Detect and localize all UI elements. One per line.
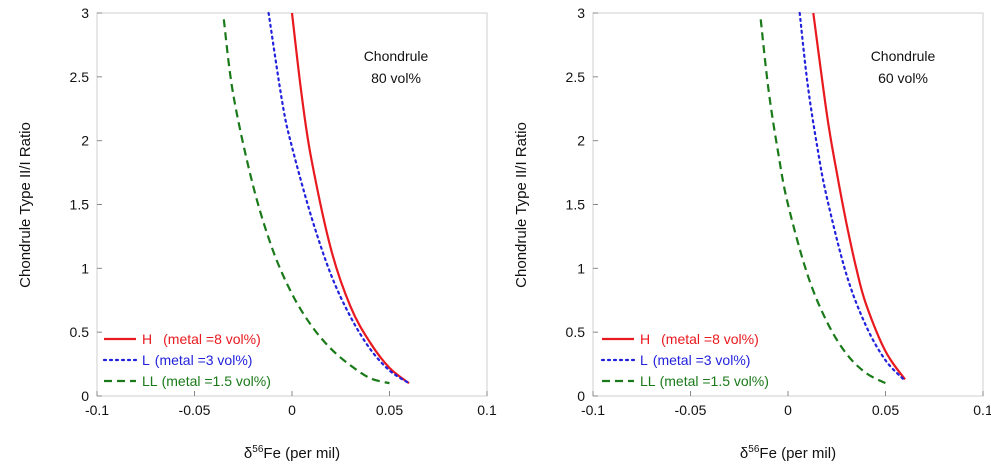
series-line-ll (759, 19, 887, 385)
legend-detail-h: (metal =8 vol%) (163, 331, 261, 347)
legend-detail-ll: (metal =1.5 vol%) (162, 373, 271, 389)
legend-name-ll: LL (142, 373, 158, 389)
series-line-h (812, 12, 906, 381)
y-tick-label: 0 (81, 388, 89, 404)
y-tick-label: 0.5 (70, 324, 90, 340)
y-tick-label: 2 (81, 133, 89, 149)
legend-detail-l: (metal =3 vol%) (155, 352, 253, 368)
chart-right: -0.1 -0.05 0 0.05 0.1 0 0.5 1 1.5 2 2.5 3 Chondrule… (513, 5, 991, 462)
x-axis-label-superscript: 56 (748, 444, 760, 455)
y-tick-label: 2 (577, 133, 585, 149)
legend-name-l: L (640, 352, 648, 368)
y-tick-label: 3 (81, 5, 89, 21)
y-tick-label: 1.5 (70, 197, 90, 213)
y-tick-label: 1.5 (566, 197, 586, 213)
legend-label-l: L (metal =3 vol%) (142, 352, 252, 368)
legend-name-l: L (142, 352, 150, 368)
legend-name-ll: LL (640, 373, 656, 389)
tick-group: -0.1 -0.05 0 0.05 0.1 0 0.5 1 1.5 2 2.5 3 (566, 5, 991, 418)
x-axis-label-delta: δ (740, 445, 748, 462)
x-axis-label-superscript: 56 (252, 444, 264, 455)
y-tick-label: 2.5 (70, 69, 90, 85)
x-tick-label: 0 (784, 402, 792, 418)
series-line-ll (222, 19, 390, 385)
series-line-l (798, 11, 907, 382)
legend-detail-h: (metal =8 vol%) (661, 331, 759, 347)
plot-frame (96, 12, 488, 397)
y-axis-label: Chondrule Type II/I Ratio (17, 122, 34, 288)
x-tick-label: -0.05 (179, 402, 211, 418)
x-tick-label: -0.1 (85, 402, 109, 418)
legend-label-h: H (metal =8 vol%) (142, 331, 261, 347)
y-tick-label: 1 (81, 260, 89, 276)
legend-label-h: H (metal =8 vol%) (640, 331, 759, 347)
x-tick-label: 0 (288, 402, 296, 418)
y-tick-label: 1 (577, 260, 585, 276)
tick-group: -0.1 -0.05 0 0.05 0.1 0 0.5 1 1.5 2 2.5 3 (70, 5, 497, 418)
series-line-l (267, 11, 411, 385)
y-axis-label: Chondrule Type II/I Ratio (513, 122, 530, 288)
legend-label-ll: LL (metal =1.5 vol%) (640, 373, 769, 389)
curve-group (759, 11, 907, 385)
annotation-line-2: 80 vol% (371, 70, 421, 86)
x-tick-label: 0.1 (477, 402, 497, 418)
annotation-line-2: 60 vol% (878, 70, 928, 86)
annotation-line-1: Chondrule (364, 48, 429, 64)
chart-left: -0.1 -0.05 0 0.05 0.1 0 0.5 1 1.5 2 2.5 3 Chondrule… (17, 5, 497, 462)
legend-name-h: H (142, 331, 152, 347)
x-tick-label: 0.05 (376, 402, 403, 418)
annotation-line-1: Chondrule (871, 48, 936, 64)
y-tick-label: 3 (577, 5, 585, 21)
y-tick-label: 0 (577, 388, 585, 404)
curve-group (222, 11, 411, 385)
x-axis-label-text: Fe (per mil) (263, 445, 340, 462)
legend-label-l: L (metal =3 vol%) (640, 352, 750, 368)
y-tick-label: 0.5 (566, 324, 586, 340)
legend-detail-l: (metal =3 vol%) (653, 352, 751, 368)
legend: H (metal =8 vol%) L (metal =3 vol%) LL (met… (600, 331, 769, 389)
x-tick-label: 0.1 (973, 402, 991, 418)
x-tick-label: -0.05 (675, 402, 707, 418)
x-axis-label-delta: δ (244, 445, 252, 462)
legend: H (metal =8 vol%) L (metal =3 vol%) LL (met… (102, 331, 271, 389)
x-axis-label-text: Fe (per mil) (759, 445, 836, 462)
x-tick-label: -0.1 (581, 402, 605, 418)
x-axis-label: δ56Fe (per mil) (244, 444, 340, 462)
x-axis-label: δ56Fe (per mil) (740, 444, 836, 462)
legend-name-h: H (640, 331, 650, 347)
y-tick-label: 2.5 (566, 69, 586, 85)
series-line-h (290, 12, 410, 385)
legend-label-ll: LL (metal =1.5 vol%) (142, 373, 271, 389)
legend-detail-ll: (metal =1.5 vol%) (660, 373, 769, 389)
x-tick-label: 0.05 (872, 402, 899, 418)
